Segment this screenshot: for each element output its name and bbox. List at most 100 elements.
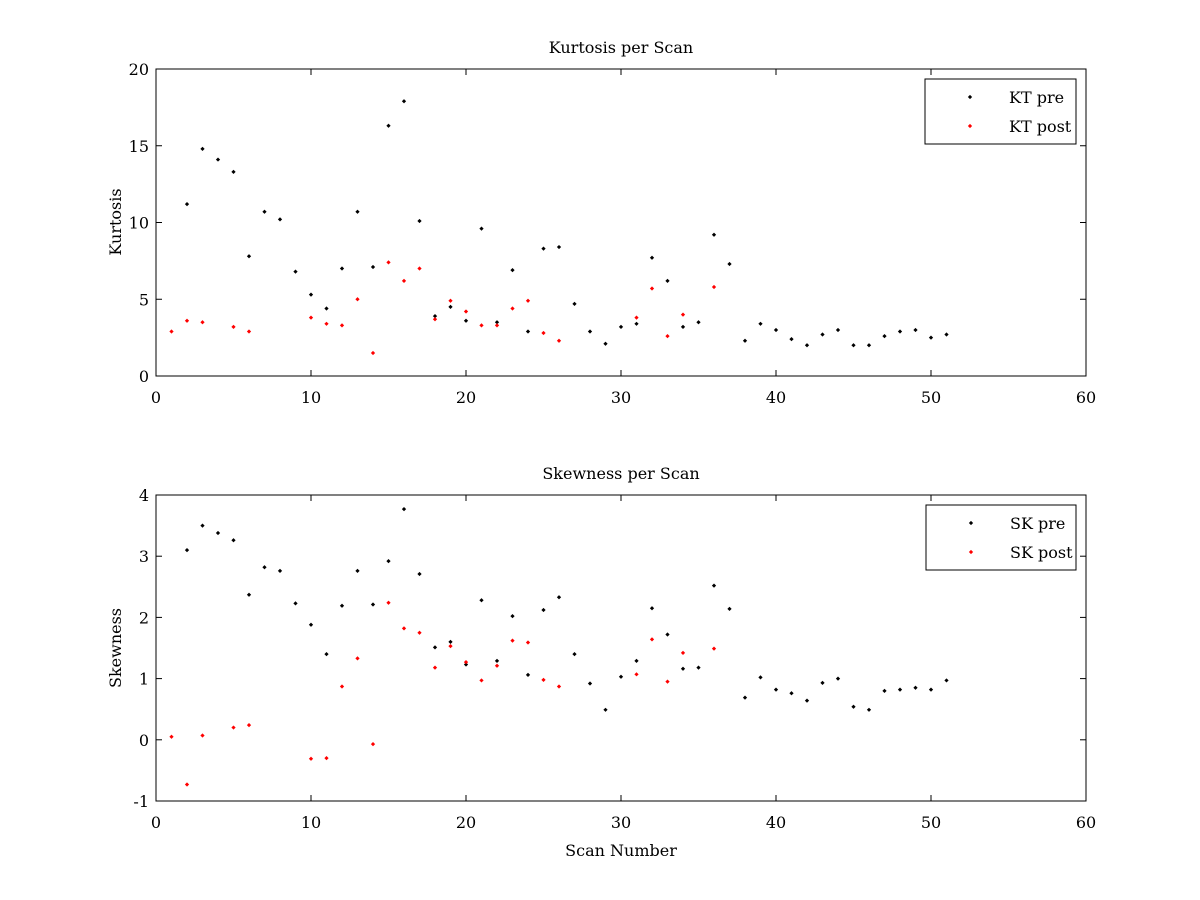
- kt-pre-legend-label: KT pre: [1009, 88, 1064, 107]
- kurtosis-marks: [169, 99, 949, 356]
- skewness-plot: Skewness per Scan Skewness Scan Number 0…: [106, 464, 1096, 860]
- skewness-legend-box: [925, 504, 1077, 571]
- kt-pre-point: [928, 335, 934, 340]
- skewness-y-tick-label: 4: [139, 486, 149, 505]
- kt-pre-point: [525, 329, 531, 334]
- kt-pre-point: [742, 338, 748, 343]
- sk-post-point: [386, 600, 391, 605]
- kt-post-point: [494, 323, 500, 328]
- skewness-x-tick-label: 40: [766, 813, 786, 832]
- kt-pre-point: [494, 320, 500, 325]
- kt-pre-point: [479, 226, 484, 231]
- sk-pre-point: [339, 603, 345, 608]
- skewness-x-axis-label: Scan Number: [565, 841, 677, 860]
- sk-pre-point: [727, 606, 732, 611]
- sk-post-legend-marker: [968, 549, 974, 555]
- sk-post-point: [184, 782, 190, 787]
- kt-post-point: [417, 266, 422, 271]
- skewness-y-axis-label: Skewness: [106, 608, 125, 688]
- kurtosis-y-tick-label: 5: [139, 290, 149, 309]
- kurtosis-y-tick-label: 20: [129, 60, 149, 79]
- sk-post-point: [169, 734, 174, 739]
- sk-post-point: [494, 663, 500, 668]
- skewness-x-tick-label: 0: [151, 813, 161, 832]
- sk-post-point: [525, 640, 531, 645]
- sk-pre-point: [773, 687, 779, 692]
- sk-post-point: [541, 677, 546, 682]
- sk-pre-point: [835, 676, 841, 681]
- kt-pre-point: [432, 314, 438, 319]
- kurtosis-plot-title: Kurtosis per Scan: [549, 38, 693, 57]
- sk-pre-point: [603, 707, 608, 712]
- skewness-x-tick-label: 20: [456, 813, 476, 832]
- sk-pre-point: [897, 687, 903, 692]
- kt-post-point: [308, 315, 314, 320]
- sk-post-point: [448, 644, 453, 649]
- sk-pre-point: [293, 601, 298, 606]
- kurtosis-plot: Kurtosis per Scan Kurtosis 0 10 20 30 40 50 60…: [106, 38, 1096, 407]
- kt-post-point: [401, 278, 407, 283]
- kurtosis-y-tick-label: 15: [129, 137, 149, 156]
- kt-pre-point: [401, 99, 407, 104]
- sk-pre-point: [370, 602, 376, 607]
- sk-pre-point: [944, 678, 949, 683]
- skewness-x-tick-label: 50: [921, 813, 941, 832]
- kt-pre-point: [665, 278, 670, 283]
- skewness-y-tick-label: 3: [139, 547, 149, 566]
- sk-post-point: [711, 646, 717, 651]
- skewness-x-tick-label: 30: [611, 813, 631, 832]
- sk-pre-point: [696, 665, 701, 670]
- kt-pre-point: [696, 320, 701, 325]
- kt-post-point: [169, 329, 174, 334]
- kt-pre-point: [913, 327, 918, 333]
- sk-pre-point: [494, 658, 500, 663]
- sk-pre-point: [463, 662, 469, 667]
- sk-pre-point: [851, 704, 856, 709]
- sk-post-point: [308, 756, 314, 761]
- sk-pre-point: [277, 568, 283, 574]
- sk-pre-point: [556, 595, 562, 600]
- sk-pre-point: [262, 565, 267, 570]
- sk-pre-point: [866, 707, 872, 712]
- kt-pre-point: [882, 333, 887, 339]
- skewness-y-tick-label: -1: [133, 792, 149, 811]
- sk-post-point: [370, 741, 376, 747]
- sk-post-point: [680, 650, 686, 656]
- kt-post-point: [339, 323, 345, 328]
- kurtosis-y-axis-label: Kurtosis: [106, 188, 125, 255]
- sk-pre-point: [355, 568, 360, 574]
- kurtosis-x-tick-label: 20: [456, 388, 476, 407]
- kt-pre-point: [789, 337, 794, 342]
- kurtosis-y-tick-label: 0: [139, 367, 149, 386]
- kt-pre-point: [711, 232, 717, 237]
- sk-post-point: [432, 665, 438, 670]
- kurtosis-x-tick-label: 10: [301, 388, 321, 407]
- kt-post-point: [556, 338, 562, 343]
- kt-post-point: [184, 318, 190, 323]
- skewness-plot-title: Skewness per Scan: [542, 464, 699, 483]
- kt-pre-point: [897, 329, 903, 334]
- sk-post-point: [246, 722, 252, 728]
- skewness-x-tick-label: 10: [301, 813, 321, 832]
- sk-pre-point: [742, 695, 748, 700]
- kt-pre-point: [339, 266, 345, 271]
- kt-post-point: [246, 329, 252, 334]
- kt-post-point: [386, 260, 391, 265]
- sk-pre-point: [928, 687, 934, 692]
- kt-pre-point: [355, 209, 360, 214]
- kt-post-point: [355, 297, 360, 302]
- sk-pre-point: [572, 651, 577, 657]
- kt-post-point: [680, 312, 686, 317]
- kurtosis-x-tick-label: 30: [611, 388, 631, 407]
- sk-post-point: [665, 679, 670, 684]
- kurtosis-legend-box: [924, 78, 1077, 145]
- sk-pre-legend-marker: [968, 520, 974, 526]
- kt-post-point: [324, 321, 329, 326]
- sk-pre-point: [324, 651, 329, 657]
- kurtosis-x-tick-label: 60: [1076, 388, 1096, 407]
- kurtosis-legend: KT pre KT post: [924, 78, 1077, 145]
- sk-post-legend-label: SK post: [1010, 543, 1073, 562]
- kt-pre-point: [835, 327, 841, 333]
- kt-pre-point: [649, 255, 655, 260]
